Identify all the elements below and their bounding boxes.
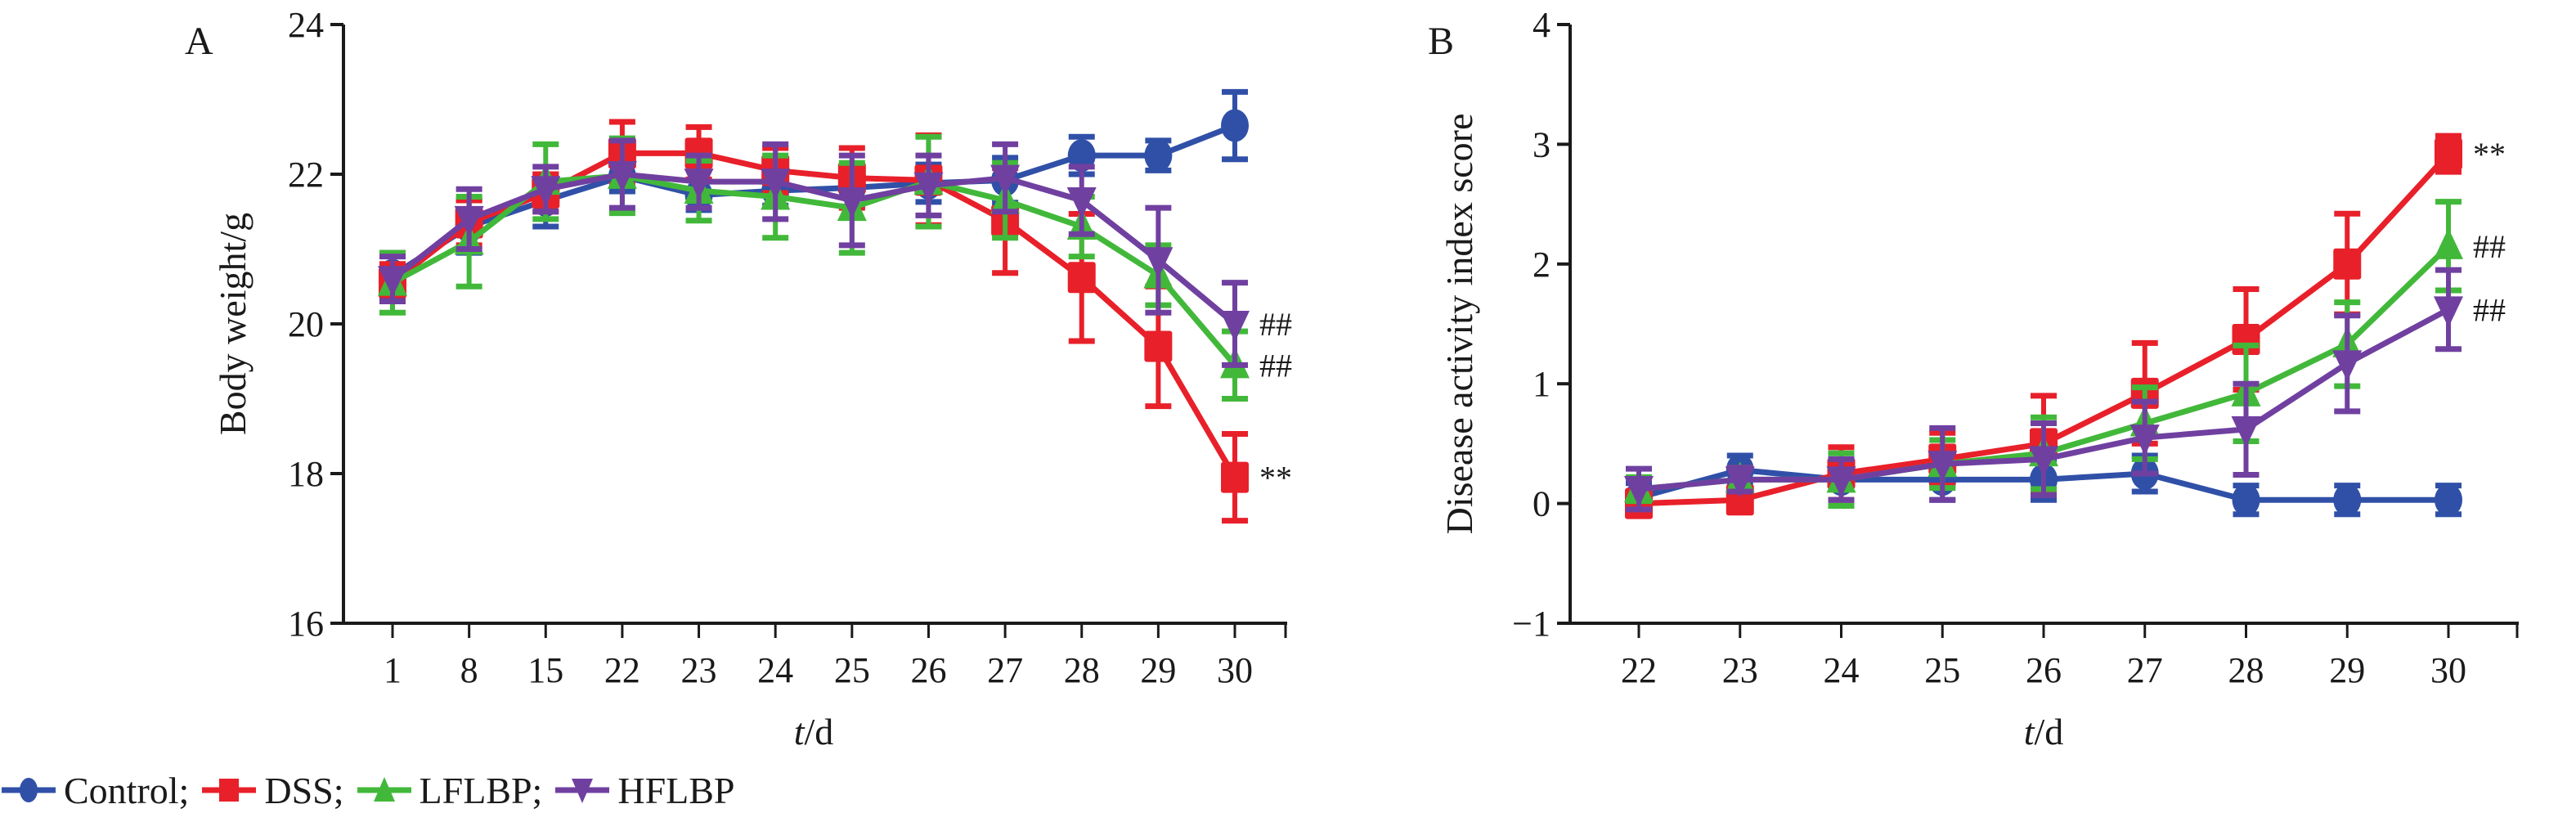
- y-tick-label: 2: [1533, 245, 1551, 285]
- data-point-hflbp: [684, 168, 714, 200]
- data-point-hflbp: [1143, 247, 1174, 279]
- significance-annotation: ##: [2473, 291, 2506, 328]
- circle-marker-icon: [2, 778, 56, 802]
- x-tick-label: 24: [1824, 650, 1860, 690]
- data-point-hflbp: [1826, 466, 1856, 498]
- data-point-hflbp: [2434, 296, 2463, 328]
- y-tick-label: 22: [288, 155, 324, 195]
- panel-label: A: [185, 20, 213, 63]
- x-tick-label: 23: [1722, 650, 1758, 690]
- data-point-control: [2333, 483, 2362, 517]
- legend-item-control: Control;: [0, 769, 189, 812]
- series-line-lflbp: [391, 173, 1237, 367]
- x-axis-title: t/d: [2024, 711, 2064, 752]
- y-tick-label: 1: [1533, 364, 1551, 404]
- data-point-dss: [1221, 461, 1249, 493]
- x-tick-label: 8: [460, 650, 478, 690]
- data-point-hflbp: [1220, 311, 1250, 342]
- significance-annotation: **: [2473, 136, 2506, 173]
- data-point-control: [2232, 483, 2260, 517]
- y-tick-label: 16: [288, 604, 324, 644]
- triangle-down-marker-icon: [555, 779, 610, 803]
- data-point-hflbp: [913, 172, 944, 204]
- y-tick-label: 0: [1533, 484, 1551, 524]
- x-tick-label: 30: [2430, 650, 2466, 690]
- data-point-dss: [1144, 330, 1173, 362]
- x-tick-label: 25: [1924, 650, 1960, 690]
- data-point-hflbp: [2231, 415, 2261, 447]
- significance-annotation: ##: [1259, 306, 1292, 343]
- series-control: [379, 88, 1249, 301]
- series-hflbp: [378, 137, 1250, 368]
- x-tick-label: 29: [2329, 650, 2365, 690]
- data-point-dss: [1067, 262, 1096, 294]
- x-tick-label: 24: [757, 650, 793, 690]
- series-hflbp: [1624, 267, 2463, 513]
- x-tick-label: 26: [910, 650, 946, 690]
- legend-item-hflbp: HFLBP: [554, 769, 735, 812]
- y-axis-title: Body weight/g: [212, 213, 254, 435]
- triangle-up-marker-icon: [357, 777, 411, 802]
- x-tick-label: 28: [2228, 650, 2264, 690]
- panel-label: B: [1428, 20, 1454, 63]
- data-point-dss: [2435, 138, 2462, 170]
- x-tick-label: 23: [681, 650, 717, 690]
- legend: Control; DSS; LFLBP; HFLBP: [0, 766, 747, 815]
- legend-label-control: Control;: [64, 769, 190, 811]
- x-tick-label: 15: [527, 650, 563, 690]
- data-point-hflbp: [2129, 424, 2160, 456]
- data-point-control: [1067, 139, 1096, 173]
- x-tick-label: 26: [2026, 650, 2062, 690]
- data-point-hflbp: [990, 164, 1021, 196]
- data-point-hflbp: [2332, 350, 2363, 382]
- y-axis-title: Disease activity index score: [1438, 114, 1480, 535]
- data-point-hflbp: [531, 176, 561, 208]
- x-tick-label: 25: [834, 650, 870, 690]
- y-tick-label: 20: [288, 304, 324, 344]
- data-point-hflbp: [2029, 446, 2058, 478]
- legend-label-lflbp: LFLBP;: [419, 769, 543, 811]
- data-point-dss: [2333, 248, 2362, 280]
- x-tick-label: 27: [2127, 650, 2163, 690]
- legend-item-lflbp: LFLBP;: [356, 769, 543, 812]
- data-point-hflbp: [761, 168, 791, 200]
- data-point-hflbp: [1725, 466, 1755, 498]
- legend-item-dss: DSS;: [200, 769, 344, 812]
- data-point-hflbp: [1624, 476, 1654, 508]
- significance-annotation: ##: [1259, 347, 1292, 384]
- x-tick-label: 22: [604, 650, 640, 690]
- data-point-hflbp: [607, 161, 637, 192]
- data-point-hflbp: [454, 205, 484, 237]
- y-tick-label: 4: [1533, 5, 1551, 45]
- data-point-control: [2435, 483, 2462, 517]
- significance-annotation: **: [1259, 460, 1292, 496]
- y-tick-label: 3: [1533, 124, 1551, 164]
- y-tick-label: 24: [288, 5, 324, 45]
- data-point-control: [1144, 139, 1173, 173]
- legend-label-hflbp: HFLBP: [617, 769, 735, 811]
- significance-annotation: ##: [2473, 228, 2506, 265]
- x-tick-label: 27: [987, 650, 1023, 690]
- x-tick-label: 30: [1217, 650, 1253, 690]
- square-marker-icon: [202, 779, 257, 802]
- data-point-hflbp: [378, 266, 407, 298]
- y-tick-label: 18: [288, 454, 324, 494]
- x-tick-label: 29: [1140, 650, 1176, 690]
- x-tick-label: 28: [1064, 650, 1100, 690]
- x-axis-title: t/d: [794, 711, 834, 752]
- legend-label-dss: DSS;: [264, 769, 344, 811]
- series-dss: [379, 119, 1249, 524]
- data-point-hflbp: [837, 187, 867, 219]
- x-tick-label: 1: [384, 650, 402, 690]
- data-point-lflbp: [2434, 227, 2463, 259]
- data-point-hflbp: [1928, 451, 1958, 483]
- series-line-hflbp: [390, 171, 1237, 326]
- x-tick-label: 22: [1621, 650, 1657, 690]
- data-point-hflbp: [1066, 187, 1097, 219]
- data-point-control: [1221, 109, 1249, 142]
- y-tick-label: −1: [1512, 604, 1551, 644]
